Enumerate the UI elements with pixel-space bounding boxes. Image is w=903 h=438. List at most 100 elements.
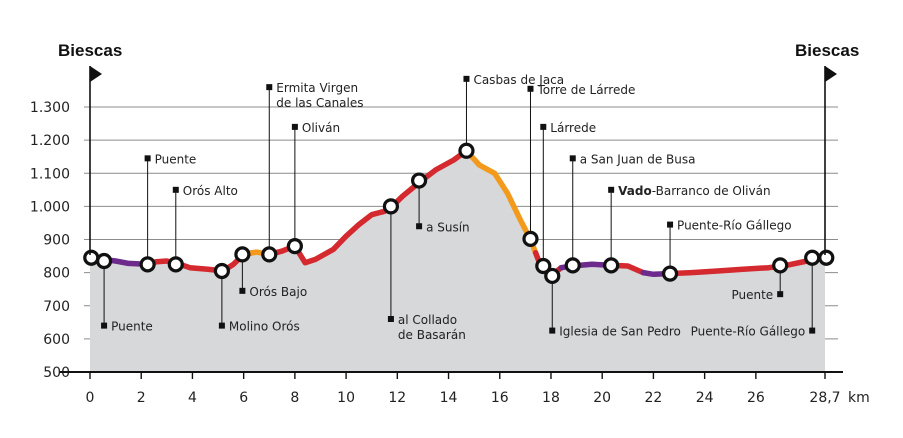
leader-square xyxy=(549,327,556,334)
x-tick-label: 28,7 xyxy=(809,390,840,406)
start-flag-icon xyxy=(90,66,102,82)
waypoint-label: Molino Orós xyxy=(229,320,300,334)
waypoint-label-line: de las Canales xyxy=(276,96,363,110)
waypoint-label-line: Casbas de Jaca xyxy=(473,73,564,87)
y-axis-ticks: 500 600 700 800 900 1.000 1.100 1.200 1.300 xyxy=(30,100,70,381)
leader-square xyxy=(266,84,273,91)
waypoint-label: al Collado de Basarán xyxy=(398,313,466,342)
waypoint-marker xyxy=(167,256,184,273)
x-tick-label: 12 xyxy=(388,390,406,406)
end-label: Biescas xyxy=(795,41,859,60)
waypoint-label: Puente-Río Gállego xyxy=(677,219,792,233)
y-tick-label: 800 xyxy=(43,266,70,282)
leader-square xyxy=(608,186,615,193)
leader-square xyxy=(569,155,576,162)
waypoint-label-line: al Collado xyxy=(398,313,457,327)
leader-square xyxy=(239,287,246,294)
waypoint-marker xyxy=(234,246,251,263)
waypoint-marker xyxy=(410,172,428,189)
waypoint-label-line: Puente xyxy=(155,152,197,166)
x-axis: 0 2 4 6 8 10 12 14 16 18 20 22 24 26 28,7 km xyxy=(60,371,870,406)
x-tick-label: 26 xyxy=(747,390,765,406)
start-marker: Biescas xyxy=(58,41,122,255)
waypoint-label-line: Puente xyxy=(111,320,153,334)
waypoint-label: Casbas de Jaca xyxy=(473,73,564,87)
waypoint-marker xyxy=(458,142,475,159)
leader-square xyxy=(218,322,225,329)
waypoint-marker xyxy=(382,198,400,215)
waypoint-marker xyxy=(603,257,620,274)
waypoint-marker xyxy=(83,249,100,266)
x-tick-label: 16 xyxy=(491,390,509,406)
y-tick-label: 600 xyxy=(43,332,70,348)
y-tick-label: 500 xyxy=(43,365,70,381)
x-tick-label: 18 xyxy=(542,390,560,406)
waypoint-label-line: Puente xyxy=(731,288,773,302)
y-tick-label: 700 xyxy=(43,299,70,315)
end-flag-icon xyxy=(825,66,837,82)
waypoint-label: Torre de Lárrede xyxy=(536,83,635,97)
waypoint-label-line: Torre de Lárrede xyxy=(536,83,635,97)
leader-square xyxy=(777,291,784,298)
waypoint-marker xyxy=(772,257,789,274)
waypoint-label: Puente-Río Gállego xyxy=(691,325,806,339)
waypoint-label: Orós Bajo xyxy=(249,285,307,299)
waypoint-label-line: Lárrede xyxy=(550,121,596,135)
waypoint-marker xyxy=(564,257,581,274)
waypoint-marker xyxy=(804,249,821,266)
waypoint-label: Puente xyxy=(731,288,773,302)
waypoint-leaders xyxy=(101,75,816,334)
leader-square xyxy=(291,123,298,130)
leader-square xyxy=(416,223,423,230)
waypoint-label-line: Puente-Río Gállego xyxy=(691,325,806,339)
y-tick-label: 1.100 xyxy=(30,166,70,182)
leader-square xyxy=(809,327,816,334)
waypoint-label-line: Orós Alto xyxy=(183,184,238,198)
leader-square xyxy=(172,186,179,193)
waypoint-label: Lárrede xyxy=(550,121,596,135)
waypoint-label-line: de Basarán xyxy=(398,328,466,342)
waypoint-marker xyxy=(139,256,156,273)
y-tick-label: 900 xyxy=(43,233,70,249)
waypoint-label: a San Juan de Busa xyxy=(580,152,696,166)
waypoint-label-line: a Susín xyxy=(426,220,470,234)
waypoint-label: Puente xyxy=(111,320,153,334)
waypoint-label-line: Iglesia de San Pedro xyxy=(559,325,681,339)
waypoint-marker xyxy=(661,265,679,282)
waypoint-marker xyxy=(522,230,539,247)
x-tick-label: 20 xyxy=(593,390,611,406)
waypoint-label-line: Vado-Barranco de Oliván xyxy=(618,184,770,198)
route-segment xyxy=(666,254,828,277)
waypoint-markers xyxy=(83,142,835,285)
x-tick-label: 24 xyxy=(696,390,714,406)
leader-square xyxy=(463,75,470,82)
waypoint-label-line: Puente-Río Gállego xyxy=(677,219,792,233)
waypoint-label-line: Molino Orós xyxy=(229,320,300,334)
route-segment xyxy=(274,147,470,266)
x-tick-label: 6 xyxy=(239,390,248,406)
leader-square xyxy=(387,316,394,322)
waypoint-label-line: Ermita Virgen xyxy=(276,81,358,95)
waypoint-marker xyxy=(286,238,303,255)
waypoint-label: Puente xyxy=(155,152,197,166)
waypoint-labels: Puente Puente Orós Alto Molino Orós Orós Baj… xyxy=(111,73,805,342)
x-tick-label: 8 xyxy=(290,390,299,406)
y-tick-label: 1.000 xyxy=(30,199,70,215)
x-tick-label: 4 xyxy=(188,390,197,406)
elevation-area-fill xyxy=(90,150,825,372)
waypoint-label: a Susín xyxy=(426,220,470,234)
x-tick-label: 2 xyxy=(137,390,146,406)
waypoint-marker xyxy=(213,262,230,280)
waypoint-label: Iglesia de San Pedro xyxy=(559,325,681,339)
end-marker: Biescas xyxy=(795,41,859,255)
waypoint-label-bold: Vado xyxy=(618,184,652,198)
waypoint-label: Oliván xyxy=(302,121,340,135)
x-tick-label: 0 xyxy=(86,390,95,406)
leader-square xyxy=(667,221,674,228)
leader-square xyxy=(101,322,108,329)
waypoint-marker xyxy=(535,257,552,275)
waypoint-label-line: a San Juan de Busa xyxy=(580,152,696,166)
waypoint-label-line: Orós Bajo xyxy=(249,285,307,299)
waypoint-marker xyxy=(95,252,113,270)
